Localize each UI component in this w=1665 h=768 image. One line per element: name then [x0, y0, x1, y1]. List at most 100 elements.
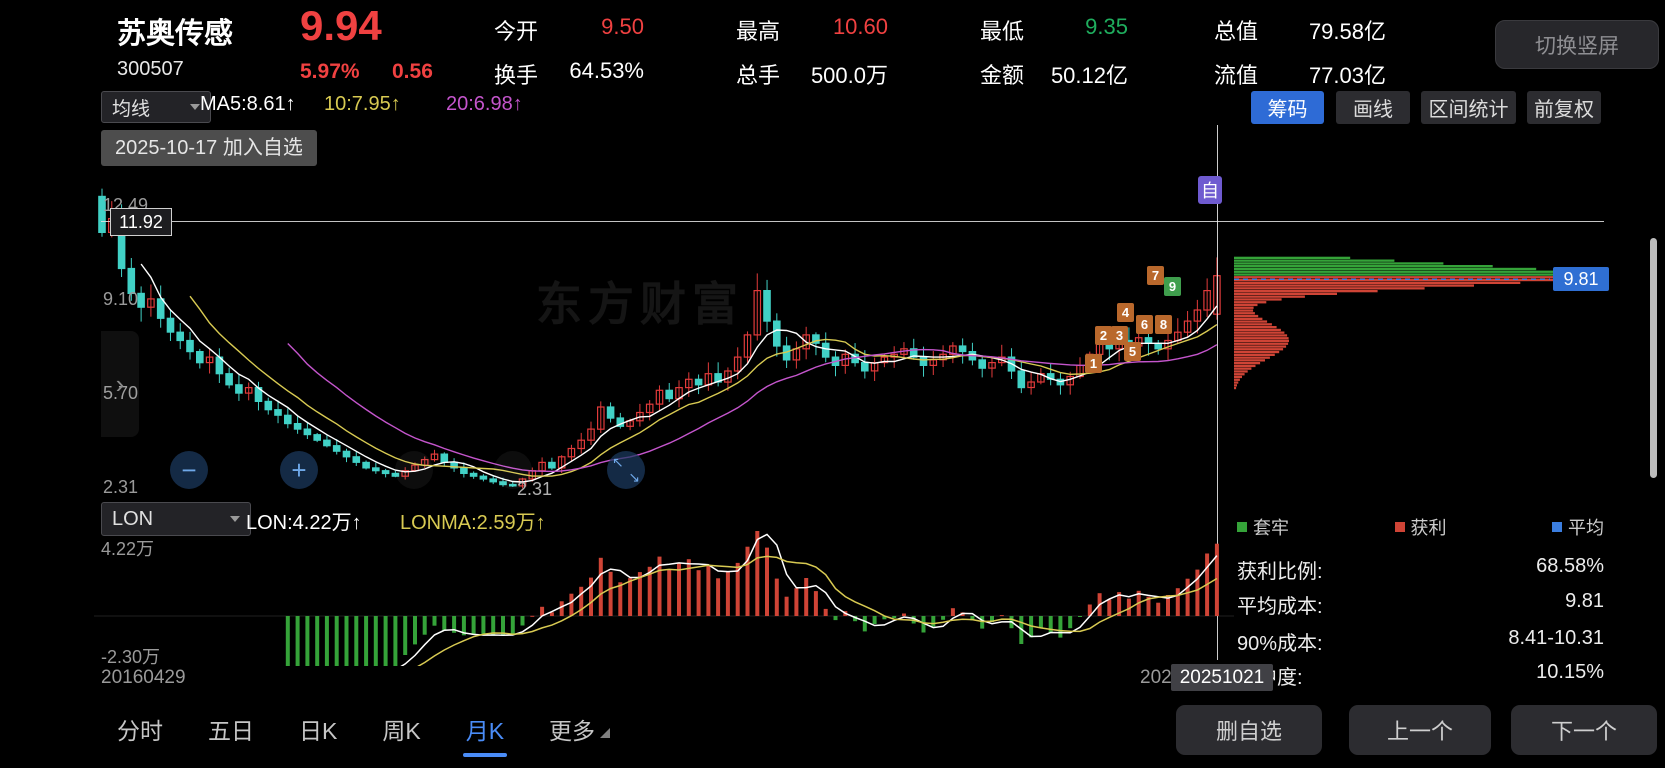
crosshair-line — [1217, 125, 1218, 660]
legend-profit: 获利 — [1394, 514, 1447, 540]
zoom-in-button[interactable]: + — [280, 451, 318, 489]
inactive-control-button[interactable] — [494, 451, 532, 489]
stock-code: 300507 — [117, 58, 184, 80]
tab-5day[interactable]: 五日 — [208, 718, 254, 744]
y-axis-label: 5.70 — [103, 383, 139, 403]
stat-value: 64.53% — [569, 58, 644, 83]
inactive-control-button[interactable] — [395, 451, 433, 489]
more-caret-icon — [600, 728, 611, 738]
expand-chart-button[interactable]: ↖ ↘ — [607, 451, 645, 489]
legend-trapped: 套牢 — [1237, 514, 1289, 540]
profit-ratio-row: 获利比例: 68.58% — [1237, 555, 1604, 584]
stat-label: 最高 — [736, 19, 781, 44]
chip-distribution-chart — [1234, 256, 1584, 390]
price-marker-label: 11.92 — [110, 208, 172, 236]
chevron-down-icon — [230, 516, 240, 522]
sub-y-max-label: 4.22万 — [101, 539, 155, 559]
current-date-label: 20251021 — [1171, 664, 1273, 691]
last-price: 9.94 — [300, 2, 382, 49]
stat-value: 9.81 — [1565, 590, 1604, 612]
stat-value: 68.58% — [1536, 555, 1604, 577]
stat-float-cap: 流值 77.03亿 — [1214, 58, 1386, 90]
x-axis-start-date: 20160429 — [101, 667, 186, 688]
stat-col-high-volume: 最高 10.60 总手 500.0万 — [736, 14, 888, 90]
stat-col-open-turnover: 今开 9.50 换手 64.53% — [494, 14, 644, 90]
stat-total-cap: 总值 79.58亿 — [1214, 14, 1386, 46]
draw-line-button[interactable]: 画线 — [1336, 91, 1410, 124]
chart-scrollbar-thumb[interactable] — [1650, 238, 1657, 478]
tab-more-label: 更多 — [549, 718, 596, 744]
lon-indicator-chart[interactable] — [94, 531, 1234, 666]
ma-selector[interactable]: 均线 — [101, 91, 211, 123]
tab-minute[interactable]: 分时 — [117, 718, 163, 744]
low-price-label: 2.31 — [517, 479, 553, 499]
stat-label: 平均成本: — [1237, 596, 1323, 618]
next-stock-button[interactable]: 下一个 — [1511, 705, 1657, 755]
stat-label: 总手 — [736, 63, 781, 88]
y-axis-label: 2.31 — [103, 477, 139, 497]
stat-value: 500.0万 — [810, 63, 888, 88]
cost-range-row: 90%成本: 8.41-10.31 — [1237, 627, 1604, 656]
range-stats-button[interactable]: 区间统计 — [1421, 91, 1516, 124]
stat-value: 77.03亿 — [1308, 63, 1386, 88]
tab-more[interactable]: 更多 — [549, 712, 611, 746]
concentration-row: 集中度: 10.15% — [1237, 661, 1604, 690]
stat-label: 总值 — [1214, 19, 1259, 44]
diagonal-arrows-icon: ↖ ↘ — [612, 454, 640, 485]
minus-icon: − — [181, 454, 197, 485]
watermark: 东方财富 — [536, 278, 744, 330]
tab-monthly[interactable]: 月K — [466, 712, 504, 746]
stat-label: 获利比例: — [1237, 561, 1323, 583]
stock-name: 苏奥传感 — [117, 18, 234, 50]
ma-selector-label: 均线 — [112, 98, 151, 120]
ma20-label: 20:6.98↑ — [446, 93, 523, 115]
legend-label: 获利 — [1410, 518, 1447, 538]
change-percent: 5.97% — [300, 60, 360, 83]
lonma-value-label: LONMA:2.59万↑ — [400, 512, 546, 534]
stat-turnover: 换手 64.53% — [494, 58, 644, 90]
tab-weekly[interactable]: 周K — [382, 718, 421, 744]
watchlist-badge: 自 — [1198, 176, 1222, 204]
stat-value: 10.15% — [1536, 661, 1604, 683]
chevron-down-icon — [190, 104, 200, 110]
avg-cost-row: 平均成本: 9.81 — [1237, 590, 1604, 619]
stat-high: 最高 10.60 — [736, 14, 888, 46]
trapped-color-icon — [1237, 522, 1247, 532]
indicator-selector[interactable]: LON — [101, 502, 251, 536]
period-tabbar: 分时 五日 日K 周K 月K 更多 — [117, 712, 611, 746]
stat-value: 10.60 — [832, 14, 888, 39]
avg-cost-price-label: 9.81 — [1553, 267, 1609, 291]
kline-chart[interactable] — [94, 125, 1234, 495]
forward-adjust-button[interactable]: 前复权 — [1527, 91, 1601, 124]
indicator-selector-label: LON — [112, 507, 154, 530]
tab-daily[interactable]: 日K — [299, 718, 338, 744]
ma5-label: MA5:8.61↑ — [200, 93, 296, 115]
stat-label: 90%成本: — [1237, 633, 1323, 655]
stat-col-low-amount: 最低 9.35 金额 50.12亿 — [980, 14, 1128, 90]
stat-open: 今开 9.50 — [494, 14, 644, 46]
sub-y-min-label: -2.30万 — [101, 647, 161, 667]
average-color-icon — [1552, 522, 1562, 532]
watchlist-note: 2025-10-17 加入自选 — [101, 130, 317, 166]
chip-distribution-button[interactable]: 筹码 — [1251, 91, 1324, 124]
stat-col-caps: 总值 79.58亿 流值 77.03亿 — [1214, 14, 1386, 90]
zoom-out-button[interactable]: − — [170, 451, 208, 489]
stat-label: 最低 — [980, 19, 1025, 44]
y-axis-label: 9.10 — [103, 289, 139, 309]
chevron-right-icon: › — [115, 368, 125, 399]
stat-label: 换手 — [494, 63, 539, 88]
stat-label: 金额 — [980, 63, 1025, 88]
price-marker-line — [101, 221, 1604, 222]
legend-label: 套牢 — [1253, 518, 1289, 538]
stat-amount: 金额 50.12亿 — [980, 58, 1128, 90]
rotate-screen-button[interactable]: 切换竖屏 — [1495, 20, 1659, 69]
prev-stock-button[interactable]: 上一个 — [1349, 705, 1491, 755]
stat-value: 50.12亿 — [1050, 63, 1128, 88]
stat-label: 今开 — [494, 19, 539, 44]
chip-legend: 套牢 获利 平均 — [1237, 514, 1604, 540]
panel-expander[interactable]: › — [101, 331, 139, 437]
profit-color-icon — [1394, 522, 1405, 532]
delete-watchlist-button[interactable]: 删自选 — [1176, 705, 1322, 755]
change-amount: 0.56 — [392, 60, 433, 83]
